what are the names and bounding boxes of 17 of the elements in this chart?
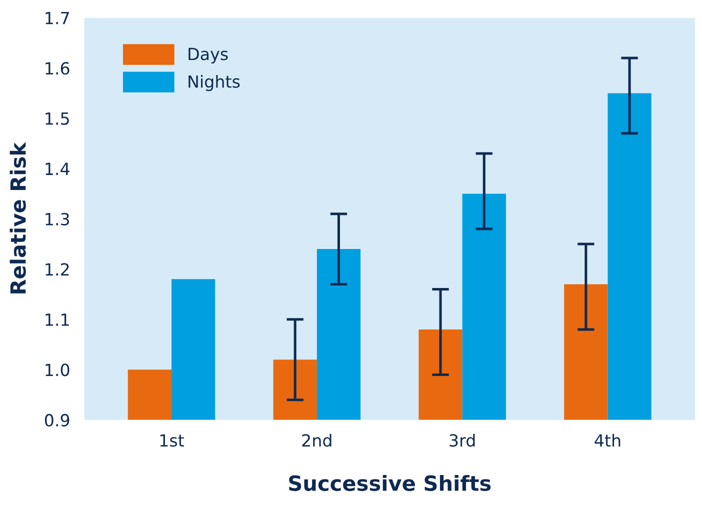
x-tick-label: 2nd [302,434,332,447]
y-tick-label: 0.9 [44,414,70,426]
x-axis-title: Successive Shifts [289,474,491,492]
y-tick-label: 1.3 [46,212,70,226]
y-axis-title: Relative Risk [10,142,26,294]
x-tick-label: 4th [594,434,620,446]
x-tick-label: 1st [160,434,184,447]
legend-label: Days [188,48,228,64]
y-tick-label: 1.1 [46,314,69,326]
legend-label: Nights [188,74,240,92]
y-tick-label: 1.0 [46,364,70,376]
y-tick-label: 1.2 [46,263,69,276]
y-tick-label: 1.4 [46,162,70,175]
y-tick-label: 1.7 [46,12,69,24]
x-tick-label: 3rd [450,434,475,447]
y-tick-label: 1.5 [46,112,69,125]
y-tick-label: 1.6 [46,62,70,75]
